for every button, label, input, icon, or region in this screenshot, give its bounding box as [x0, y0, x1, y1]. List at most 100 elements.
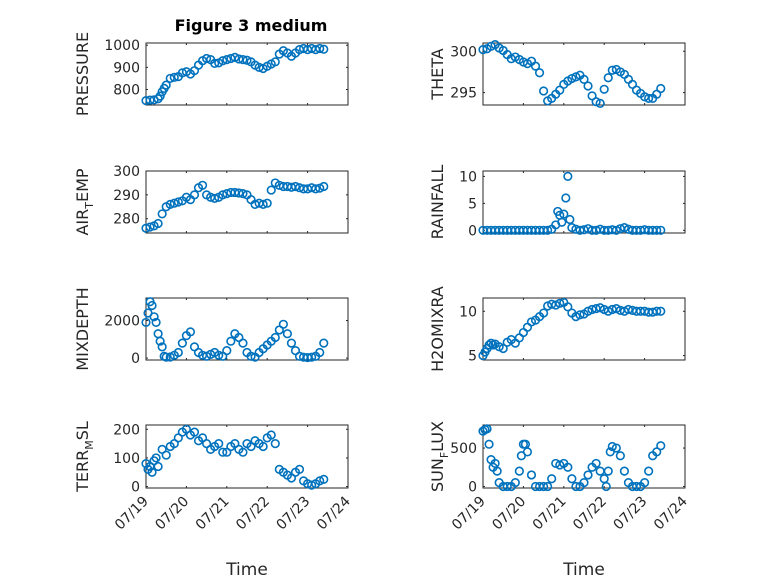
data-point — [563, 462, 573, 472]
y-tick-label: 280 — [113, 212, 140, 228]
data-point — [218, 447, 228, 457]
data-point — [294, 464, 305, 474]
data-point — [173, 347, 183, 358]
data-point — [526, 470, 537, 480]
data-point — [197, 180, 208, 190]
x-tick-label: 07/24 — [314, 493, 354, 533]
data-point — [222, 55, 232, 65]
x-tick-label: 07/22 — [570, 494, 610, 534]
data-point — [155, 91, 165, 101]
y-axis-label: PRESSURE — [73, 32, 92, 116]
y-tick-label: 1000 — [104, 38, 140, 54]
subplot-air-temp: 280 290 300 AIRTEMP — [73, 164, 349, 236]
data-point — [153, 218, 163, 229]
data-point — [575, 310, 585, 320]
data-point — [151, 317, 161, 328]
data-point — [169, 198, 179, 208]
data-point — [591, 458, 601, 469]
data-point — [587, 304, 597, 315]
data-point — [595, 98, 605, 108]
data-point — [639, 478, 650, 488]
data-point — [258, 441, 268, 452]
data-point — [319, 338, 329, 348]
data-point — [189, 427, 200, 437]
data-point — [543, 225, 553, 235]
y-axis-label: THETA — [428, 48, 447, 100]
y-tick-label: 5 — [468, 196, 477, 212]
data-point — [579, 74, 589, 84]
x-tick-label: 07/23 — [274, 494, 314, 534]
data-point — [210, 58, 220, 68]
x-tick-label: 07/21 — [193, 494, 233, 534]
y-tick-label: 200 — [113, 422, 140, 438]
data-point — [619, 466, 630, 476]
data-point — [656, 306, 666, 316]
data-point — [656, 83, 666, 94]
axes-frame — [482, 424, 686, 489]
data-point — [141, 223, 151, 233]
data-point — [607, 441, 617, 452]
x-tick-label: 07/21 — [530, 494, 570, 534]
data-point — [147, 300, 157, 311]
data-point — [514, 466, 524, 476]
data-point — [543, 481, 553, 492]
data-point — [315, 476, 325, 486]
subplot-terr-msl: 0 100 200 TERRMSL 07/19 07/20 07/21 07/22 07/23 0… — [73, 421, 354, 580]
data-point — [484, 439, 494, 449]
y-tick-label: 800 — [113, 83, 140, 99]
data-point — [538, 86, 549, 96]
data-point — [557, 217, 567, 227]
data-point — [169, 72, 179, 82]
data-point — [315, 347, 325, 358]
data-point — [246, 351, 256, 361]
data-point — [155, 336, 165, 346]
data-point — [482, 424, 492, 434]
data-point — [202, 53, 212, 64]
data-point — [656, 441, 666, 451]
data-point — [307, 352, 317, 362]
y-axis-label: AIRTEMP — [73, 168, 96, 235]
y-tick-label: 2000 — [104, 314, 140, 330]
data-point — [270, 57, 280, 67]
data-point — [161, 80, 171, 90]
x-tick-label: 07/23 — [611, 494, 651, 534]
data-point — [218, 56, 228, 66]
x-tick-label: 07/20 — [489, 494, 529, 534]
x-tick-label: 07/19 — [449, 494, 489, 534]
y-tick-label: 0 — [468, 479, 477, 495]
data-point — [319, 474, 329, 485]
data-point — [319, 181, 329, 192]
figure-title: Figure 3 medium — [175, 16, 328, 35]
data-point — [214, 439, 224, 449]
subplot-pressure: 800 900 1000 PRESSURE — [73, 32, 349, 116]
data-point — [583, 470, 593, 480]
data-point — [492, 466, 502, 476]
data-point — [510, 478, 520, 488]
data-point — [165, 73, 175, 84]
y-tick-label: 900 — [113, 60, 140, 76]
data-point — [270, 332, 280, 343]
data-point — [652, 225, 662, 235]
data-point — [226, 336, 236, 346]
data-point — [173, 197, 183, 207]
y-tick-label: 0 — [131, 351, 140, 367]
data-point — [599, 84, 609, 94]
data-point — [631, 481, 642, 492]
data-point — [278, 319, 288, 329]
data-point — [561, 193, 571, 203]
data-point — [234, 188, 244, 198]
y-tick-label: 5 — [468, 349, 477, 365]
y-axis-label: TERRMSL — [73, 421, 96, 493]
y-axis-label: RAINFALL — [428, 165, 447, 240]
data-point — [266, 185, 276, 195]
data-point — [258, 199, 268, 209]
data-point — [478, 45, 488, 55]
data-point — [571, 481, 581, 492]
data-point — [189, 190, 200, 200]
y-axis-label: MIXDEPTH — [73, 287, 92, 370]
data-point — [522, 447, 533, 457]
data-point — [153, 461, 163, 472]
data-point — [238, 447, 248, 457]
